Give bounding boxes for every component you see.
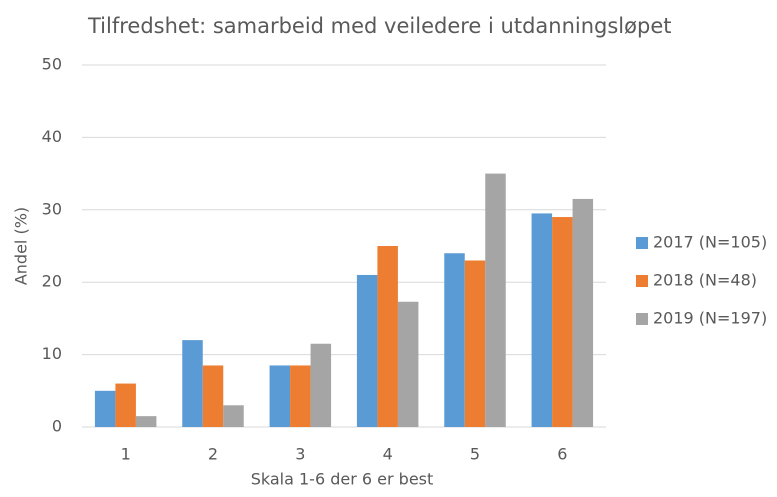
x-tick-label: 1: [121, 445, 131, 464]
bar: [115, 383, 136, 427]
legend-swatch: [636, 237, 648, 249]
bar: [552, 217, 573, 427]
legend-swatch: [636, 313, 648, 325]
legend-label: 2019 (N=197): [653, 309, 767, 328]
bar: [269, 365, 291, 427]
bar: [485, 173, 506, 427]
bar: [94, 390, 116, 427]
chart-title: Tilfredshet: samarbeid med veiledere i u…: [87, 14, 671, 38]
bar: [377, 246, 398, 427]
bar: [397, 301, 419, 427]
bar: [202, 365, 224, 427]
bar: [135, 416, 157, 427]
y-tick-label: 10: [42, 344, 62, 363]
bar: [444, 253, 465, 427]
x-tick-label: 5: [470, 445, 480, 464]
bar: [572, 198, 594, 427]
y-tick-label: 20: [42, 272, 62, 291]
x-tick-label: 3: [295, 445, 305, 464]
x-tick-label: 4: [383, 445, 393, 464]
x-tick-label: 2: [208, 445, 218, 464]
x-axis-label: Skala 1-6 der 6 er best: [251, 470, 434, 489]
legend-label: 2018 (N=48): [653, 271, 757, 290]
y-tick-label: 0: [52, 417, 62, 436]
bar: [464, 260, 486, 427]
legend-label: 2017 (N=105): [653, 233, 767, 252]
bar: [531, 213, 553, 427]
bar: [223, 405, 244, 427]
bar: [182, 340, 203, 427]
x-tick-label: 6: [557, 445, 567, 464]
legend-swatch: [636, 275, 648, 287]
y-tick-label: 40: [42, 127, 62, 146]
y-tick-label: 30: [42, 199, 62, 218]
y-tick-label: 50: [42, 55, 62, 74]
y-axis-label: Andel (%): [12, 207, 31, 285]
bar: [290, 365, 311, 427]
bar: [310, 343, 332, 427]
bar: [356, 274, 378, 427]
